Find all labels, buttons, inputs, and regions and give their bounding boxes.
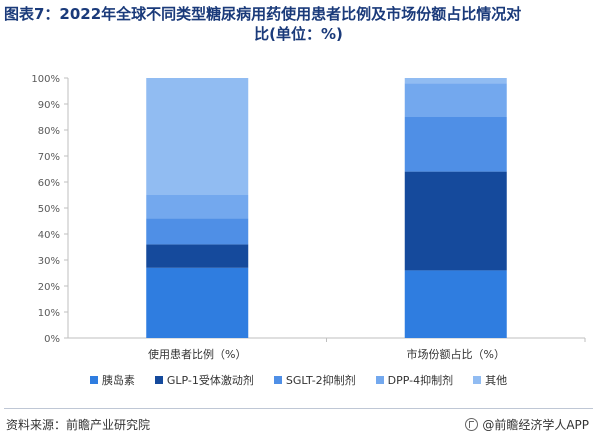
bar-segment [404, 83, 507, 117]
legend-swatch [154, 376, 163, 384]
stacked-bar-chart: 0% 10% 20% 30% 40% 50% 60% 70% 80% 90% 100% 使用患者比例（… [31, 74, 586, 361]
y-tick-label: 40% [38, 230, 60, 241]
legend-label: SGLT-2抑制剂 [285, 374, 356, 387]
x-tick-label: 使用患者比例（%） [148, 347, 246, 361]
y-tick-label: 60% [38, 178, 60, 189]
legend-swatch [375, 376, 384, 384]
source-note: 资料来源：前瞻产业研究院 [6, 418, 151, 432]
legend-label: GLP-1受体激动剂 [166, 374, 254, 387]
y-tick-label: 80% [38, 126, 60, 137]
y-tick-label: 30% [38, 256, 60, 267]
y-tick-label: 90% [38, 100, 60, 111]
legend-label: 胰岛素 [101, 374, 135, 387]
y-tick-label: 10% [38, 308, 60, 319]
legend-label: 其他 [485, 374, 508, 387]
brand-logo-icon [465, 418, 479, 431]
legend-swatch [473, 376, 482, 384]
y-tick-label: 70% [38, 152, 60, 163]
y-tick-label: 0% [44, 334, 60, 345]
legend-label: DPP-4抑制剂 [387, 374, 454, 387]
chart-title-line1: 图表7：2022年全球不同类型糖尿病用药使用患者比例及市场份额占比情况对 [4, 5, 522, 23]
legend-swatch [273, 376, 282, 384]
legend-item: GLP-1受体激动剂 [154, 372, 254, 388]
y-tick-label: 20% [38, 282, 60, 293]
bar-segment [146, 218, 249, 245]
bar-segment [404, 171, 507, 271]
legend-item: DPP-4抑制剂 [375, 372, 454, 388]
legend-swatch [89, 376, 98, 384]
bar-segment [146, 244, 249, 268]
bar-segment [146, 195, 249, 219]
brand-credit: @前瞻经济学人APP [465, 416, 589, 433]
bar-segment [404, 117, 507, 172]
brand-credit-text: @前瞻经济学人APP [482, 418, 589, 432]
bar-segment [146, 267, 249, 338]
bar-segment [404, 78, 507, 84]
legend-item: 胰岛素 [89, 372, 135, 388]
legend-item: SGLT-2抑制剂 [273, 372, 356, 388]
x-tick-label: 市场份额占比（%） [407, 347, 505, 361]
chart-title-line2: 比(单位：%) [254, 25, 343, 43]
footer-divider [4, 408, 593, 409]
bar-segment [404, 270, 507, 338]
chart-legend: 胰岛素 GLP-1受体激动剂 SGLT-2抑制剂 DPP-4抑制剂 其他 [0, 372, 597, 388]
y-tick-label: 100% [31, 74, 60, 85]
bar-segment [146, 78, 249, 195]
legend-item: 其他 [473, 372, 507, 388]
y-tick-label: 50% [38, 204, 60, 215]
